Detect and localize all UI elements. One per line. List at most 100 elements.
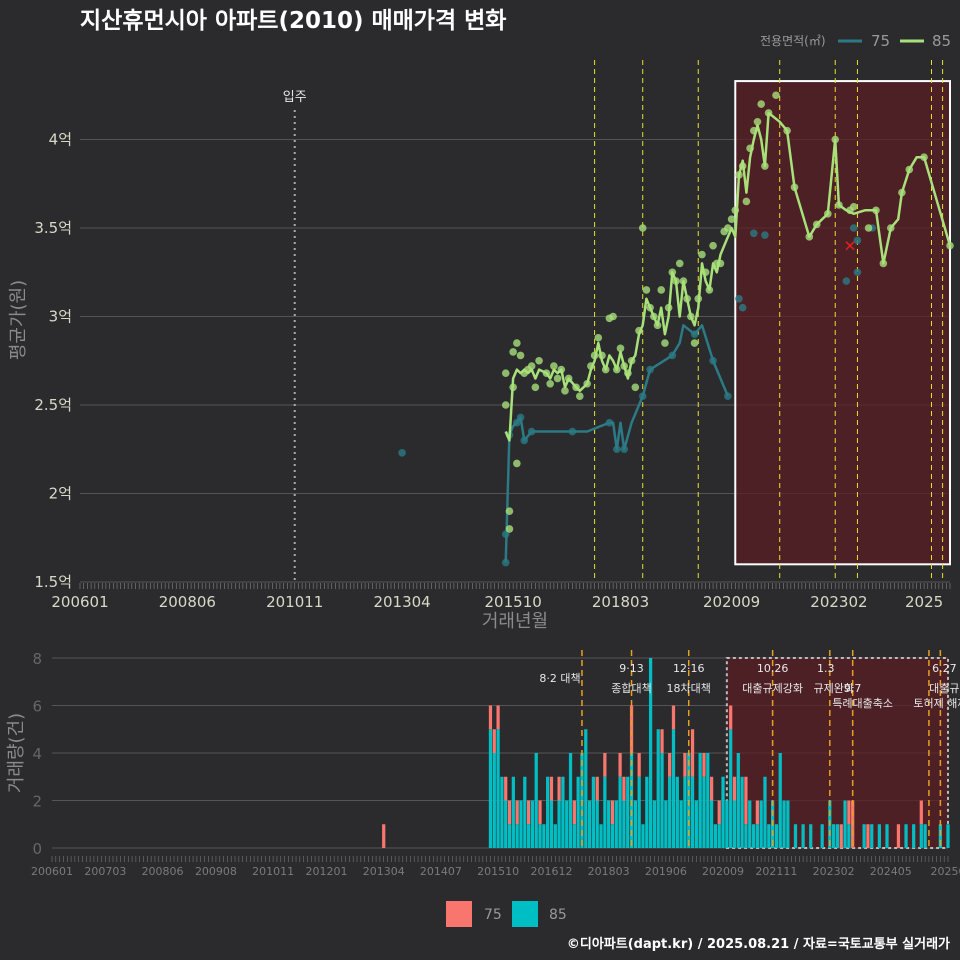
volume-bar-85	[622, 800, 626, 848]
volume-bar-85	[645, 776, 649, 848]
volume-bar-75	[492, 729, 496, 753]
event-annotation: 토허제 해제	[913, 696, 960, 710]
volume-bar-85	[523, 776, 527, 848]
bar-x-tick-label: 202302	[813, 865, 855, 878]
volume-bar-85	[847, 824, 851, 848]
price-point-85	[742, 197, 751, 206]
volume-bar-75	[866, 824, 870, 848]
event-annotation: 18차대책	[667, 682, 711, 695]
bar-x-tick-label: 202405	[870, 865, 912, 878]
volume-bar-85	[774, 824, 779, 848]
price-point-75	[398, 448, 406, 457]
price-point-85	[505, 507, 514, 515]
x-tick-label: 201011	[266, 593, 323, 611]
price-point-85	[594, 333, 603, 342]
volume-bar-85	[595, 800, 599, 848]
volume-bar-85	[751, 824, 756, 848]
volume-bar-85	[526, 824, 531, 848]
volume-bar-75	[629, 705, 634, 753]
volume-bar-75	[538, 800, 542, 825]
volume-bar-75	[668, 753, 672, 777]
volume-bar-85	[591, 776, 596, 848]
price-point-75	[853, 236, 862, 245]
price-point-85	[527, 362, 536, 370]
volume-bar-85	[633, 800, 637, 848]
volume-bar-85	[507, 824, 512, 848]
volume-bar-85	[607, 800, 611, 848]
volume-bar-85	[694, 800, 698, 848]
volume-bar-85	[576, 776, 580, 848]
volume-bar-75	[839, 824, 843, 848]
highlight-box	[734, 80, 952, 566]
bottom-legend: 75 85	[446, 901, 567, 927]
price-point-75	[842, 277, 851, 285]
volume-bar-85	[702, 776, 706, 848]
x-tick-label: 202302	[810, 593, 867, 611]
volume-bar-85	[793, 824, 798, 848]
price-point-85	[550, 362, 558, 370]
volume-bar-85	[519, 800, 523, 848]
price-point-85	[513, 459, 521, 468]
bar-x-tick-label: 201612	[530, 865, 572, 878]
bar-y-tick-label: 6	[32, 698, 42, 716]
volume-bar-75	[702, 753, 706, 777]
volume-bar-85	[599, 824, 603, 848]
volume-bar-75	[660, 729, 664, 753]
chart-title: 지산휴먼시아 아파트(2010) 매매가격 변화	[80, 8, 506, 34]
price-point-85	[849, 202, 858, 211]
volume-bar-85	[763, 776, 767, 848]
volume-bar-85	[504, 800, 508, 848]
top-price-panel: 1.5억 2억 2.5억 3억 3.5억 4억 200601 200806 201011 2013…	[8, 60, 954, 632]
volume-bar-85	[542, 824, 546, 848]
price-point-85	[698, 250, 706, 259]
volume-bar-75	[603, 753, 607, 777]
price-point-85	[638, 224, 647, 232]
volume-bar-85	[546, 776, 550, 848]
bar-x-tick-label: 201803	[588, 865, 630, 878]
bar-x-tick-label: 201407	[420, 865, 462, 878]
legend-bar-85-label: 85	[549, 907, 567, 923]
price-point-85	[864, 224, 873, 232]
volume-bar-85	[641, 824, 645, 848]
price-point-85	[657, 286, 666, 294]
volume-bar-75	[744, 776, 748, 825]
price-point-75	[749, 229, 758, 238]
volume-bar-85	[744, 824, 748, 848]
volume-bar-85	[488, 729, 493, 848]
bar-x-tick-label: 201304	[363, 865, 405, 878]
volume-bar-85	[626, 776, 630, 848]
volume-bar-85	[584, 729, 588, 848]
bar-x-tick-label: 200908	[195, 865, 237, 878]
event-annotation: 10.26	[757, 662, 789, 675]
volume-bar-85	[706, 753, 710, 848]
volume-bar-85	[919, 824, 923, 848]
price-point-85	[546, 379, 554, 388]
bottom-volume-panel: 0 2 4 6 8 거래량(건) 8·2 대책 9·13 종합대책 12·16 18차대책 10.26…	[6, 650, 960, 878]
price-point-85	[690, 339, 699, 347]
price-point-85	[509, 348, 517, 356]
bar-x-tick-label: 201906	[645, 865, 687, 878]
volume-bar-85	[561, 776, 565, 848]
volume-bar-75	[557, 776, 561, 801]
volume-bar-85	[511, 776, 515, 848]
y-axis-label: 평균가(원)	[8, 280, 29, 360]
x-tick-label: 201803	[592, 593, 649, 611]
price-point-85	[505, 525, 514, 533]
volume-bar-75	[683, 753, 687, 777]
volume-bar-85	[614, 800, 618, 848]
volume-bar-85	[530, 800, 535, 848]
volume-bar-75	[572, 800, 576, 825]
marker-x	[845, 241, 855, 251]
volume-bar-75	[690, 729, 695, 777]
volume-bar-75	[671, 705, 676, 730]
volume-bar-85	[538, 824, 542, 848]
price-point-85	[709, 241, 717, 250]
bar-x-tick-label: 202111	[755, 865, 797, 878]
volume-bar-85	[675, 776, 679, 848]
price-point-85	[772, 91, 780, 100]
event-annotation: 9.7	[844, 682, 862, 695]
volume-bar-85	[565, 800, 569, 848]
volume-bar-85	[713, 824, 718, 848]
x-tick-label: 202009	[703, 593, 760, 611]
volume-bar-85	[946, 824, 950, 848]
